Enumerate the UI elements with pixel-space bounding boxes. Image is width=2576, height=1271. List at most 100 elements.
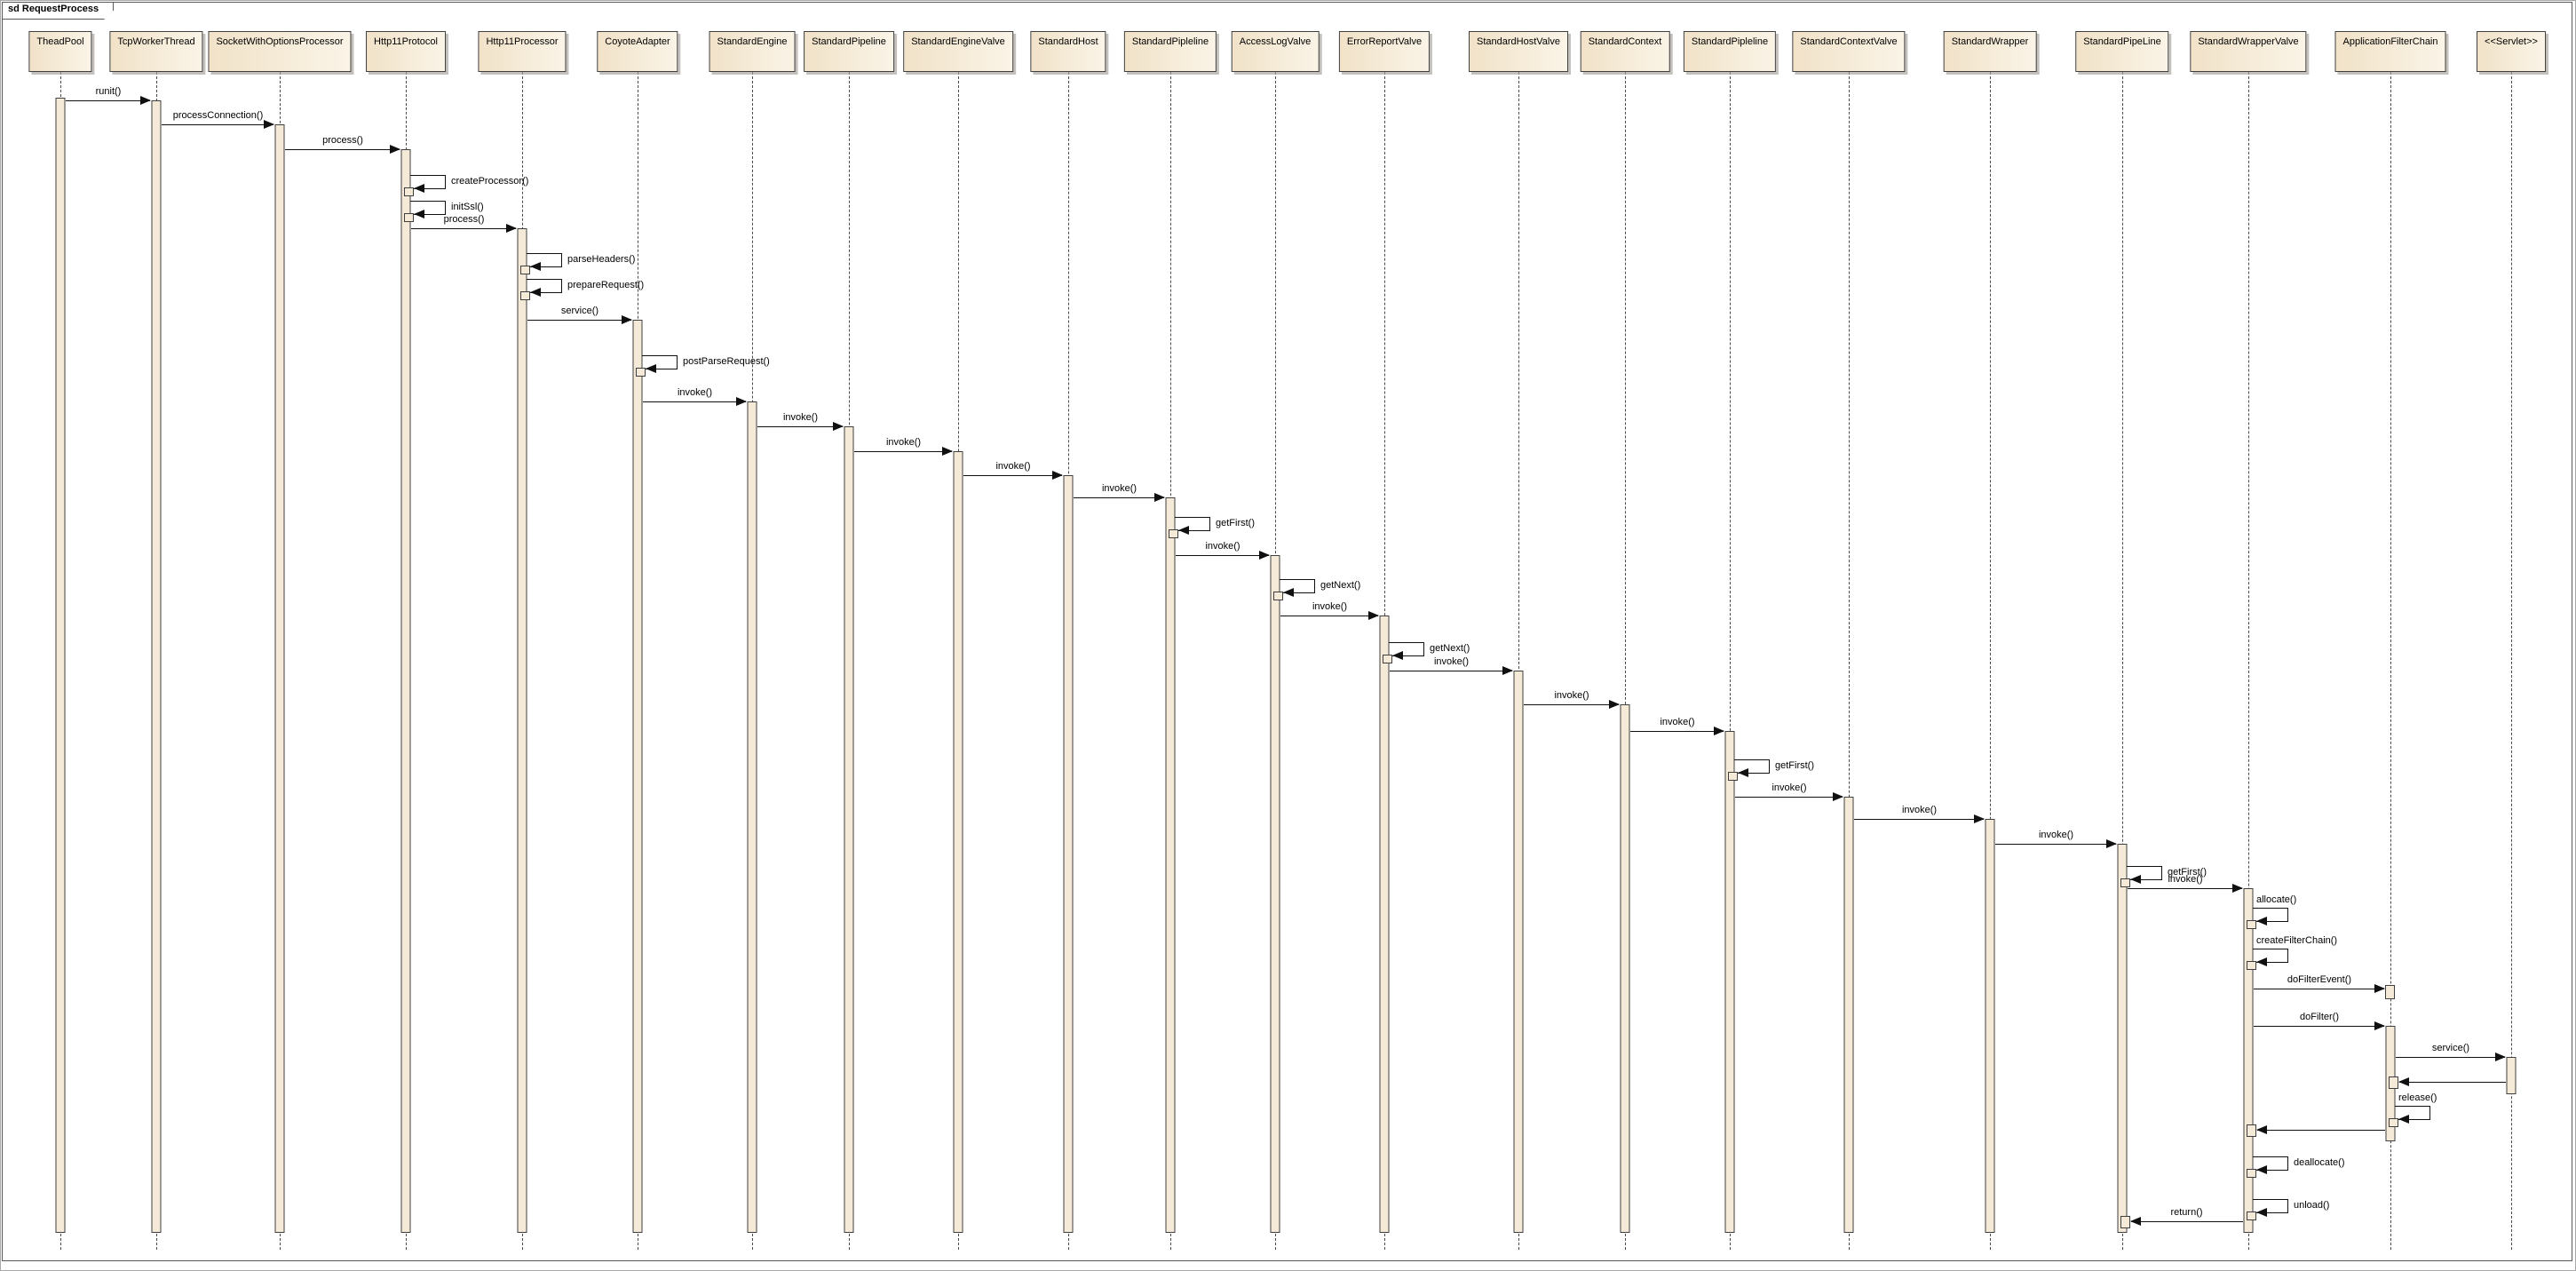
activation-bar[interactable] — [632, 320, 643, 1233]
lifeline-header[interactable]: StandardWrapperValve — [2190, 31, 2307, 72]
arrow-right-icon — [942, 447, 953, 456]
message-line[interactable] — [1630, 731, 1724, 732]
message-line[interactable] — [2131, 1221, 2243, 1222]
arrow-right-icon — [1259, 551, 1270, 560]
lifeline-header[interactable]: <<Servlet>> — [2477, 31, 2546, 72]
activation-bar[interactable] — [151, 100, 162, 1233]
message-line[interactable] — [2254, 1026, 2384, 1027]
lifeline-header[interactable]: StandardEngine — [709, 31, 796, 72]
self-message-loop[interactable] — [2253, 949, 2288, 963]
self-message-loop[interactable] — [410, 175, 446, 189]
message-line[interactable] — [1735, 797, 1843, 798]
message-line[interactable] — [162, 124, 273, 125]
activation-bar[interactable] — [953, 451, 963, 1233]
lifeline-header[interactable]: Http11Processor — [478, 31, 567, 72]
activation-bar[interactable] — [400, 149, 411, 1233]
arrow-right-icon — [264, 120, 274, 129]
self-message-loop[interactable] — [642, 355, 678, 369]
message-line[interactable] — [2396, 1057, 2505, 1058]
arrow-right-icon — [140, 96, 151, 105]
message-line[interactable] — [411, 228, 516, 229]
lifeline-header[interactable]: StandardPipleline — [1683, 31, 1777, 72]
activation-bar[interactable] — [1165, 497, 1176, 1233]
activation-bar[interactable] — [1513, 671, 1524, 1233]
self-message-loop[interactable] — [2253, 1199, 2288, 1213]
lifeline-header[interactable]: StandardPipeLine — [2075, 31, 2169, 72]
lifeline-line — [2511, 72, 2512, 1250]
message-label: return() — [2170, 1207, 2203, 1218]
message-line[interactable] — [1176, 555, 1269, 556]
lifeline-line — [1625, 72, 1626, 1250]
message-label: invoke() — [1101, 483, 1137, 494]
lifeline-header[interactable]: ErrorReportValve — [1338, 31, 1431, 72]
nested-activation — [2389, 1118, 2398, 1127]
self-message-loop[interactable] — [2395, 1106, 2430, 1120]
activation-bar[interactable] — [55, 98, 66, 1233]
arrow-right-icon — [1052, 471, 1063, 480]
message-line[interactable] — [757, 426, 843, 427]
activation-bar[interactable] — [1985, 819, 1995, 1233]
message-line[interactable] — [643, 401, 746, 402]
lifeline-header[interactable]: AccessLogValve — [1231, 31, 1320, 72]
lifeline-header[interactable]: StandardPipeline — [804, 31, 894, 72]
message-line[interactable] — [854, 451, 952, 452]
frame-label: sd RequestProcess — [3, 3, 114, 20]
self-message-loop[interactable] — [2253, 908, 2288, 922]
lifeline-header[interactable]: CoyoteAdapter — [597, 31, 678, 72]
activation-bar[interactable] — [1620, 704, 1630, 1233]
lifeline-header[interactable]: StandardPipleline — [1123, 31, 1217, 72]
lifeline-header[interactable]: TheadPool — [28, 31, 92, 72]
arrow-right-icon — [506, 224, 517, 233]
activation-bar[interactable] — [517, 228, 527, 1233]
self-message-loop[interactable] — [1175, 517, 1210, 531]
self-message-loop[interactable] — [1389, 642, 1424, 656]
lifeline-header[interactable]: Http11Protocol — [366, 31, 446, 72]
self-message-loop[interactable] — [527, 253, 562, 267]
message-line[interactable] — [1074, 497, 1164, 498]
message-label: invoke() — [995, 461, 1031, 472]
lifeline-header[interactable]: SocketWithOptionsProcessor — [208, 31, 352, 72]
activation-bar[interactable] — [2243, 888, 2254, 1233]
message-label: invoke() — [782, 412, 819, 423]
lifeline-header[interactable]: ApplicationFilterChain — [2334, 31, 2446, 72]
activation-bar[interactable] — [1843, 797, 1854, 1233]
message-line[interactable] — [2257, 1130, 2385, 1131]
lifeline-header[interactable]: StandardEngineValve — [903, 31, 1013, 72]
lifeline-header[interactable]: StandardContextValve — [1792, 31, 1906, 72]
message-label: createProcessor() — [451, 176, 529, 187]
message-line[interactable] — [963, 475, 1062, 476]
self-message-loop[interactable] — [2253, 1156, 2288, 1171]
lifeline-line — [1990, 72, 1991, 1250]
message-line[interactable] — [1995, 844, 2116, 845]
lifeline-header[interactable]: StandardHostValve — [1469, 31, 1568, 72]
activation-bar[interactable] — [747, 401, 757, 1233]
message-line[interactable] — [2128, 888, 2242, 889]
self-message-loop[interactable] — [1734, 759, 1770, 774]
lifeline-header[interactable]: StandardHost — [1030, 31, 1106, 72]
activation-bar[interactable] — [844, 426, 854, 1233]
activation-bar[interactable] — [274, 124, 285, 1233]
message-label: prepareRequest() — [567, 280, 645, 290]
message-line[interactable] — [285, 149, 400, 150]
nested-activation — [636, 368, 646, 377]
activation-bar[interactable] — [1724, 731, 1735, 1233]
self-message-loop[interactable] — [527, 279, 562, 293]
self-message-loop[interactable] — [1280, 579, 1315, 593]
activation-bar[interactable] — [1270, 555, 1280, 1233]
message-label: postParseRequest() — [683, 356, 770, 367]
activation-bar[interactable] — [2506, 1057, 2517, 1094]
self-message-loop[interactable] — [410, 201, 446, 215]
activation-bar[interactable] — [2117, 844, 2128, 1233]
message-line[interactable] — [66, 100, 150, 101]
message-line[interactable] — [1524, 704, 1619, 705]
lifeline-header[interactable]: TcpWorkerThread — [109, 31, 203, 72]
lifeline-header[interactable]: StandardContext — [1580, 31, 1670, 72]
message-line[interactable] — [527, 320, 631, 321]
activation-bar[interactable] — [1379, 616, 1390, 1233]
nested-activation — [404, 187, 414, 196]
activation-bar[interactable] — [1063, 475, 1074, 1233]
self-message-loop[interactable] — [2127, 866, 2162, 880]
message-line[interactable] — [2399, 1082, 2506, 1083]
message-line[interactable] — [1854, 819, 1984, 820]
lifeline-header[interactable]: StandardWrapper — [1943, 31, 2037, 72]
